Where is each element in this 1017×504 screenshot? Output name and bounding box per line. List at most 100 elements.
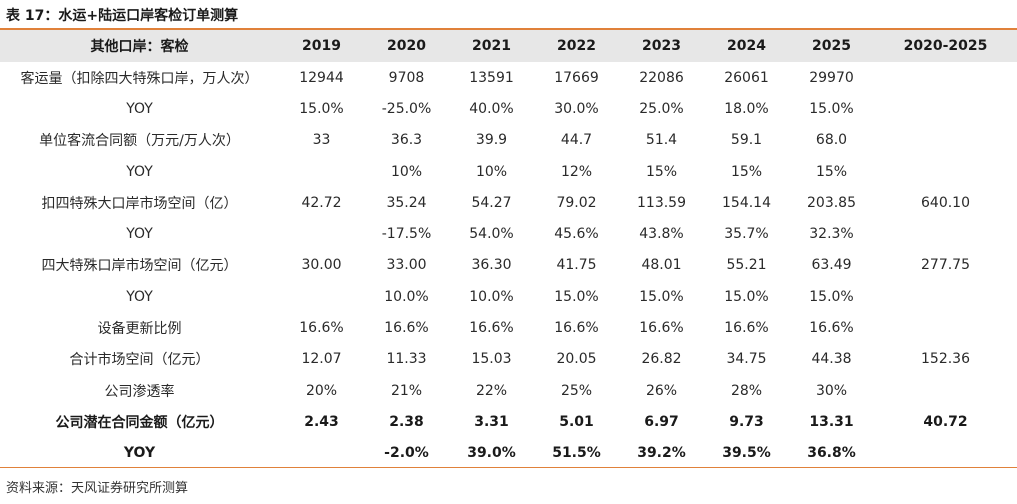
row-label: YOY — [126, 163, 153, 180]
table-cell: 15.0% — [299, 100, 344, 117]
table-cell: 33 — [312, 132, 331, 149]
row-label: YOY — [123, 445, 156, 462]
table-cell: 32.3% — [809, 226, 854, 243]
table-cell: 54.0% — [469, 226, 514, 243]
table-cell — [279, 218, 364, 249]
table-cell: 13591 — [469, 69, 514, 86]
table-row: 合计市场空间（亿元） 12.07 11.33 15.03 20.05 26.82 34.75… — [0, 344, 1017, 375]
table-cell: 15.0% — [809, 288, 854, 305]
table-cell: 39.2% — [637, 445, 686, 462]
table-cell: 68.0 — [815, 132, 848, 149]
table-cell: 22086 — [639, 69, 684, 86]
column-header: 2023 — [619, 30, 704, 62]
table-cell: 79.02 — [556, 194, 597, 211]
table-row: YOY 15.0% -25.0% 40.0% 30.0% 25.0% 18.0% 15.0% — [0, 93, 1017, 124]
table-row: YOY 10.0% 10.0% 15.0% 15.0% 15.0% 15.0% — [0, 281, 1017, 312]
table-row: YOY -2.0% 39.0% 51.5% 39.2% 39.5% 36.8% — [0, 438, 1017, 469]
table-cell: 16.6% — [809, 320, 854, 337]
table-cell: 15% — [645, 163, 678, 180]
table-cell: 26061 — [724, 69, 769, 86]
table-cell: 25% — [560, 382, 593, 399]
column-header: 2020-2025 — [874, 30, 1017, 62]
table-cell: 152.36 — [921, 351, 970, 368]
table-cell: 15.0% — [809, 100, 854, 117]
data-table: 其他口岸：客检 2019 2020 2021 2022 2023 2024 2025 2020-… — [0, 30, 1017, 469]
table-row: 单位客流合同额（万元/万人次） 33 36.3 39.9 44.7 51.4 59.1 68.… — [0, 125, 1017, 156]
table-cell: 36.30 — [471, 257, 512, 274]
table-cell: 18.0% — [724, 100, 769, 117]
table-cell: 45.6% — [554, 226, 599, 243]
table-cell: -2.0% — [384, 445, 429, 462]
row-label: 扣四特殊大口岸市场空间（亿） — [41, 195, 238, 212]
table-cell — [874, 93, 1017, 124]
table-cell: 154.14 — [722, 194, 771, 211]
table-cell — [279, 438, 364, 469]
table-cell: 6.97 — [644, 413, 679, 430]
table-cell: 15% — [730, 163, 763, 180]
row-label: YOY — [126, 226, 153, 243]
table-cell — [279, 281, 364, 312]
table-row: 设备更新比例 16.6% 16.6% 16.6% 16.6% 16.6% 16.6% 16.6… — [0, 312, 1017, 343]
table-cell: 41.75 — [556, 257, 597, 274]
table-cell: 113.59 — [637, 194, 686, 211]
column-header: 2024 — [704, 30, 789, 62]
column-header: 2022 — [534, 30, 619, 62]
table-cell: 26.82 — [641, 351, 682, 368]
table-row: 公司渗透率 20% 21% 22% 25% 26% 28% 30% — [0, 375, 1017, 406]
table-cell — [874, 281, 1017, 312]
table-cell: 48.01 — [641, 257, 682, 274]
table-cell: 35.7% — [724, 226, 769, 243]
table-cell — [874, 156, 1017, 187]
table-title: 表 17：水运+陆运口岸客检订单测算 — [6, 8, 239, 24]
table-row: YOY -17.5% 54.0% 45.6% 43.8% 35.7% 32.3% — [0, 218, 1017, 249]
table-cell — [279, 156, 364, 187]
table-cell: 203.85 — [807, 194, 856, 211]
row-label: 合计市场空间（亿元） — [69, 352, 210, 369]
table-cell: 11.33 — [386, 351, 427, 368]
top-rule — [0, 28, 1017, 30]
row-label: 客运量（扣除四大特殊口岸，万人次） — [20, 70, 259, 87]
table-cell: 63.49 — [811, 257, 852, 274]
table-cell: 9.73 — [729, 413, 764, 430]
table-cell: 42.72 — [301, 194, 342, 211]
row-label: YOY — [126, 288, 153, 305]
row-label: YOY — [126, 100, 153, 117]
table-cell — [874, 312, 1017, 343]
table-cell — [874, 375, 1017, 406]
table-cell: 2.38 — [389, 413, 424, 430]
table-row: YOY 10% 10% 12% 15% 15% 15% — [0, 156, 1017, 187]
table-cell: 30.0% — [554, 100, 599, 117]
table-cell: 43.8% — [639, 226, 684, 243]
table-cell: 39.9 — [475, 132, 508, 149]
table-cell: 12944 — [299, 69, 344, 86]
table-cell: 10% — [390, 163, 423, 180]
table-cell: 15.03 — [471, 351, 512, 368]
table-cell: 36.8% — [807, 445, 856, 462]
table-cell: 15% — [815, 163, 848, 180]
table-cell: 13.31 — [809, 413, 854, 430]
table-cell: 21% — [390, 382, 423, 399]
table-row: 客运量（扣除四大特殊口岸，万人次） 12944 9708 13591 17669 2208… — [0, 62, 1017, 93]
table-cell: 51.4 — [645, 132, 678, 149]
table-cell: 12% — [560, 163, 593, 180]
table-cell: 22% — [475, 382, 508, 399]
row-label: 公司渗透率 — [104, 383, 175, 400]
row-label: 设备更新比例 — [97, 321, 182, 338]
table-cell: 51.5% — [552, 445, 601, 462]
table-cell: 39.5% — [722, 445, 771, 462]
column-header: 2020 — [364, 30, 449, 62]
column-header-label: 其他口岸：客检 — [0, 30, 279, 62]
table-cell — [874, 438, 1017, 469]
table-cell — [874, 62, 1017, 93]
table-cell: 10.0% — [384, 288, 429, 305]
table-cell: -17.5% — [381, 226, 432, 243]
table-cell: 10% — [475, 163, 508, 180]
table-cell: 26% — [645, 382, 678, 399]
table-cell: 16.6% — [299, 320, 344, 337]
table-cell: 44.38 — [811, 351, 852, 368]
header-row: 其他口岸：客检 2019 2020 2021 2022 2023 2024 2025 2020-… — [0, 30, 1017, 62]
table-cell: 5.01 — [559, 413, 594, 430]
table-cell: 44.7 — [560, 132, 593, 149]
table-cell: 16.6% — [554, 320, 599, 337]
table-row: 扣四特殊大口岸市场空间（亿） 42.72 35.24 54.27 79.02 113.59… — [0, 187, 1017, 218]
